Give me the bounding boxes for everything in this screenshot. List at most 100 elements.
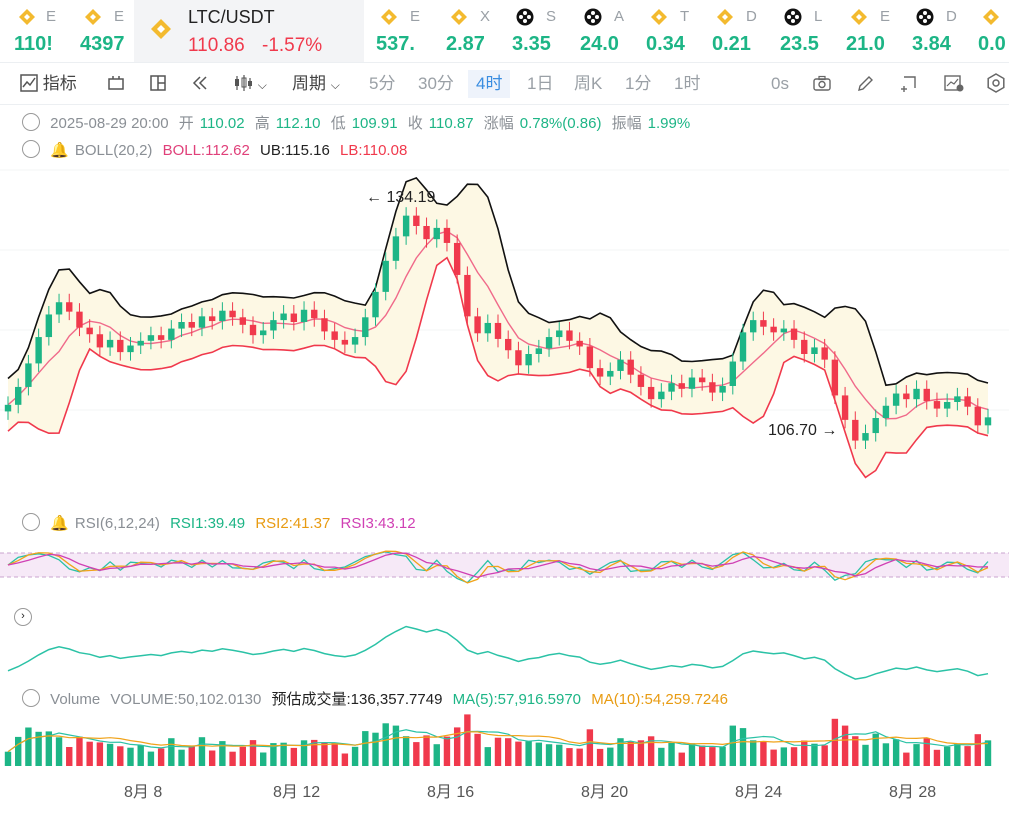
- volume-bar: [515, 741, 522, 766]
- candle-body: [892, 393, 900, 406]
- candle-body: [903, 393, 910, 400]
- candle-body: [515, 350, 522, 366]
- volume-bar: [617, 738, 624, 766]
- volume-bar: [137, 745, 144, 766]
- boll-lower-line: [7, 256, 989, 479]
- ticker-item[interactable]: T 0.34: [646, 0, 710, 62]
- ticker-item[interactable]: E 537.: [376, 0, 440, 62]
- high-annotation-value: 134.19: [386, 189, 436, 206]
- binance-icon: [982, 8, 1000, 26]
- candle-body: [86, 327, 93, 335]
- ticker-item[interactable]: D 0.21: [712, 0, 776, 62]
- ticker-price: 110!: [14, 33, 53, 55]
- candle-body: [382, 260, 389, 292]
- candle-body: [780, 328, 788, 333]
- ticker-item[interactable]: S 3.35: [512, 0, 576, 62]
- collapse-toggle-icon[interactable]: [22, 689, 40, 707]
- volume-bar: [811, 743, 818, 766]
- candle-body: [505, 338, 512, 351]
- period-dropdown[interactable]: 周期 ⌵: [292, 70, 340, 98]
- ticker-symbol: X: [480, 8, 491, 25]
- candle-body: [627, 359, 634, 375]
- candlestick-chart[interactable]: [0, 162, 1009, 482]
- bell-icon[interactable]: 🔔: [50, 142, 69, 159]
- candle-body: [229, 310, 236, 318]
- ticker-item[interactable]: X 2.87: [446, 0, 510, 62]
- volume-bar: [525, 741, 532, 766]
- layout-icon[interactable]: [149, 70, 167, 98]
- interval-tab[interactable]: 5分: [369, 74, 396, 93]
- expand-toggle-icon[interactable]: [22, 113, 40, 131]
- ticker-item[interactable]: E 110!: [6, 0, 70, 62]
- candle-body: [106, 339, 114, 348]
- ticker-item[interactable]: L 23.5: [780, 0, 844, 62]
- amplitude-label: 振幅: [611, 115, 642, 132]
- volume-bar: [413, 742, 420, 766]
- indicator-button[interactable]: 指标: [20, 70, 77, 98]
- collapse-toggle-icon[interactable]: [22, 140, 40, 158]
- candle-body: [586, 346, 594, 369]
- candle-body: [984, 417, 992, 426]
- ticker-item[interactable]: D 3.84: [912, 0, 976, 62]
- volume-bar: [627, 741, 634, 766]
- interval-tab[interactable]: 1日: [527, 74, 554, 93]
- ticker-item[interactable]: A 24.0: [580, 0, 644, 62]
- candle-body: [198, 316, 206, 328]
- draw-pen-icon[interactable]: [856, 70, 876, 98]
- candle-body: [464, 274, 471, 317]
- add-window-icon[interactable]: [898, 70, 918, 98]
- volume-bar: [913, 744, 920, 766]
- ticker-symbol: A: [614, 8, 625, 25]
- candle-body: [413, 215, 420, 226]
- interval-tab[interactable]: 1分: [625, 74, 652, 93]
- volume-bar: [382, 723, 389, 766]
- candle-body: [290, 313, 298, 322]
- boll-label: BOLL(20,2): [74, 142, 153, 159]
- low-annotation: 106.70 →: [768, 422, 838, 439]
- candle-body: [750, 320, 757, 333]
- camera-icon[interactable]: [812, 70, 832, 98]
- candle-body: [647, 386, 655, 400]
- interval-tab[interactable]: 30分: [418, 74, 454, 93]
- candle-body: [637, 374, 645, 387]
- volume-bar: [801, 740, 808, 766]
- ticker-item[interactable]: E 21.0: [846, 0, 910, 62]
- volume-bar: [290, 747, 298, 766]
- rsi-chart[interactable]: [0, 535, 1009, 595]
- indicator-line-chart[interactable]: [0, 620, 1009, 685]
- boll-legend: 🔔 BOLL(20,2) BOLL:112.62 UB:115.16 LB:110…: [22, 140, 413, 159]
- ticker-symbol: D: [946, 8, 957, 25]
- replay-icon[interactable]: [191, 70, 209, 98]
- ticker-price: 0.34: [646, 33, 685, 55]
- candle-style-icon[interactable]: [107, 70, 125, 98]
- candle-body: [596, 368, 604, 377]
- ticker-item[interactable]: 0.0: [978, 0, 1009, 62]
- candle-body: [249, 324, 257, 336]
- ticker-item[interactable]: E 4397: [80, 0, 132, 62]
- bell-icon[interactable]: 🔔: [50, 515, 69, 532]
- chevron-down-icon: ⌵: [257, 78, 267, 92]
- expand-indicator-button[interactable]: ›: [14, 603, 36, 626]
- ticker-price: 3.84: [912, 33, 951, 55]
- high-label: 高: [254, 115, 270, 132]
- candle-body: [770, 326, 777, 333]
- volume-bar: [300, 740, 308, 766]
- interval-tab[interactable]: 4时: [468, 70, 511, 98]
- candle-body: [923, 388, 930, 402]
- volume-chart[interactable]: [0, 708, 1009, 768]
- gear-icon[interactable]: [986, 70, 1006, 98]
- rsi1-line: [7, 551, 989, 584]
- chart-settings-icon[interactable]: [943, 70, 965, 98]
- collapse-toggle-icon[interactable]: [22, 513, 40, 531]
- chart-type-dropdown[interactable]: ⌵: [233, 70, 267, 98]
- candle-body: [321, 318, 328, 332]
- candle-body: [852, 419, 859, 441]
- interval-tab[interactable]: 1时: [674, 74, 701, 93]
- interval-tab[interactable]: 周K: [574, 74, 603, 93]
- candle-body: [25, 363, 32, 387]
- rsi-label: RSI(6,12,24): [74, 515, 160, 532]
- volume-bar: [729, 725, 736, 766]
- volume-bar: [280, 742, 287, 766]
- active-pair[interactable]: LTC/USDT 110.86 -1.57%: [134, 0, 364, 62]
- candle-body: [300, 309, 308, 322]
